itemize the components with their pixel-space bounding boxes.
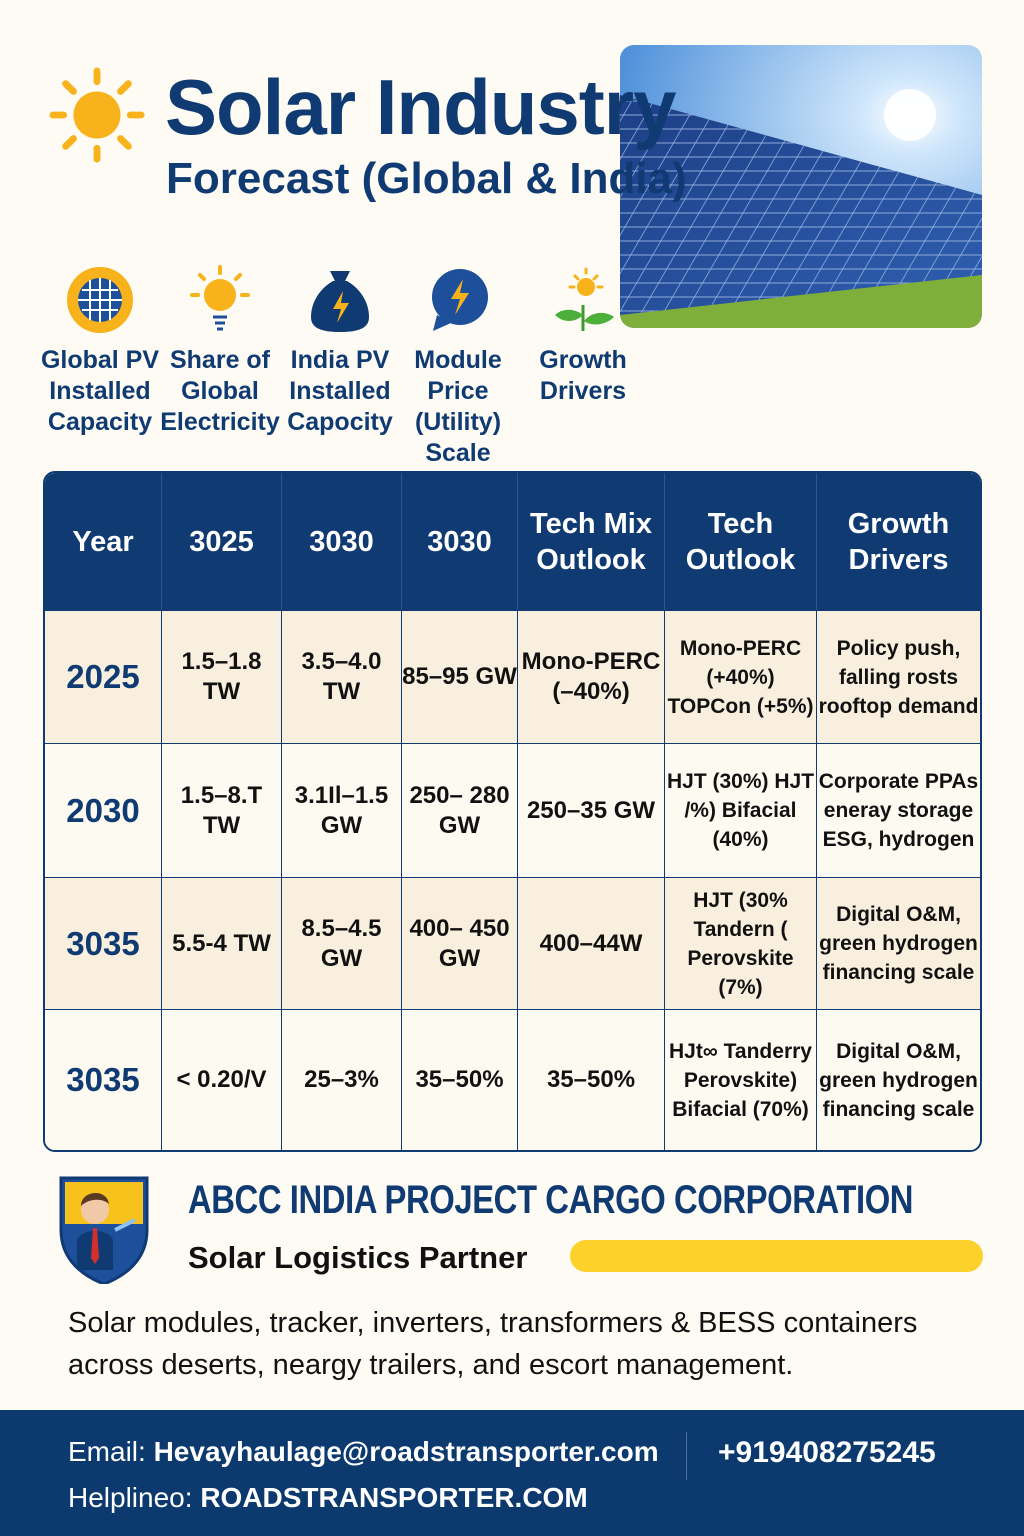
table-cell: 8.5–4.5 GW xyxy=(282,877,402,1009)
table-cell: 25–3% xyxy=(282,1009,402,1150)
page-title: Solar Industry xyxy=(165,63,676,151)
metric-module-price: Module Price (Utility) Scale xyxy=(393,265,523,469)
table-cell: 250– 280 GW xyxy=(402,743,518,877)
company-name: ABCC INDIA PROJECT CARGO CORPORATION xyxy=(188,1178,914,1222)
table-cell: Digital O&M, green hydrogen financing sc… xyxy=(817,1009,980,1150)
globe-solar-icon xyxy=(67,267,133,333)
metric-label: India PV Installed Capocity xyxy=(287,346,393,436)
forecast-table: Year 3025 3030 3030 Tech Mix Outlook Tec… xyxy=(43,471,982,1152)
table-header-row: Year 3025 3030 3030 Tech Mix Outlook Tec… xyxy=(45,473,980,610)
table-row: 2030 1.5–8.T TW 3.1Il–1.5 GW 250– 280 GW 250… xyxy=(45,743,980,877)
metric-share-electricity: Share of Global Electricity xyxy=(155,265,285,438)
table-cell: Digital O&M, green hydrogen financing sc… xyxy=(817,877,980,1009)
phone-link[interactable]: +919408275245 xyxy=(718,1436,936,1469)
metric-label: Growth Drivers xyxy=(539,346,627,405)
email-label: Email: xyxy=(68,1436,146,1467)
lightning-bubble-icon xyxy=(432,269,488,331)
company-tagline: Solar Logistics Partner xyxy=(188,1240,528,1275)
table-cell: 1.5–1.8 TW xyxy=(162,610,282,743)
year-cell: 2030 xyxy=(45,743,162,877)
metric-label: Global PV Installed Capacity xyxy=(40,346,160,436)
column-header: 3025 xyxy=(162,473,282,610)
phone-line: +919408275245 xyxy=(718,1436,936,1470)
table-cell: 5.5-4 TW xyxy=(162,877,282,1009)
column-header: 3030 xyxy=(282,473,402,610)
solar-panel-photo xyxy=(620,45,982,328)
table-cell: Mono-PERC (–40%) xyxy=(518,610,665,743)
table-cell: HJT (30% Tandern ( Perovskite (7%) xyxy=(665,877,817,1009)
table-row: 3035 5.5-4 TW 8.5–4.5 GW 400– 450 GW 400–44W… xyxy=(45,877,980,1009)
table-cell: HJT (30%) HJT /%) Bifacial (40%) xyxy=(665,743,817,877)
table-cell: < 0.20/V xyxy=(162,1009,282,1150)
table-cell: 35–50% xyxy=(518,1009,665,1150)
metric-global-pv: Global PV Installed Capacity xyxy=(35,265,165,438)
table-cell: 250–35 GW xyxy=(518,743,665,877)
sun-icon xyxy=(49,67,145,163)
email-link[interactable]: Hevayhaulage@roadstransporter.com xyxy=(153,1436,659,1467)
contact-footer: Email: Hevayhaulage@roadstransporter.com… xyxy=(0,1410,1024,1536)
table-cell: 85–95 GW xyxy=(402,610,518,743)
column-header: Tech Mix Outlook xyxy=(518,473,665,610)
email-line: Email: Hevayhaulage@roadstransporter.com xyxy=(68,1436,659,1468)
helpline-label: Helplineo: xyxy=(68,1482,193,1513)
website-link[interactable]: ROADSTRANSPORTER.COM xyxy=(200,1482,588,1513)
year-cell: 3035 xyxy=(45,877,162,1009)
table-cell: HJt∞ Tanderry Perovskite) Bifacial (70%) xyxy=(665,1009,817,1150)
table-cell: 400– 450 GW xyxy=(402,877,518,1009)
column-header: Year xyxy=(45,473,162,610)
company-description: Solar modules, tracker, inverters, trans… xyxy=(68,1307,918,1381)
money-bag-icon xyxy=(311,271,369,332)
metric-growth-drivers: Growth Drivers xyxy=(518,265,648,407)
table-cell: 3.5–4.0 TW xyxy=(282,610,402,743)
table-cell: 400–44W xyxy=(518,877,665,1009)
metric-label: Share of Global Electricity xyxy=(160,346,280,436)
year-cell: 3035 xyxy=(45,1009,162,1150)
helpline-line: Helplineo: ROADSTRANSPORTER.COM xyxy=(68,1482,588,1514)
company-logo xyxy=(59,1176,149,1284)
table-cell: 35–50% xyxy=(402,1009,518,1150)
table-cell: Corporate PPAs eneray storage ESG, hydro… xyxy=(817,743,980,877)
plant-sun-icon xyxy=(555,267,614,331)
year-cell: 2025 xyxy=(45,610,162,743)
metric-label: Module Price (Utility) Scale xyxy=(414,346,502,467)
accent-bar xyxy=(570,1240,983,1272)
table-cell: 1.5–8.T TW xyxy=(162,743,282,877)
table-row: 3035 < 0.20/V 25–3% 35–50% 35–50% HJt∞ Tander… xyxy=(45,1009,980,1150)
column-header: Growth Drivers xyxy=(817,473,980,610)
sun-icon xyxy=(190,265,250,331)
column-header: 3030 xyxy=(402,473,518,610)
column-header: Tech Outlook xyxy=(665,473,817,610)
table-cell: Mono-PERC (+40%) TOPCon (+5%) xyxy=(665,610,817,743)
table-cell: 3.1Il–1.5 GW xyxy=(282,743,402,877)
metric-india-pv: India PV Installed Capocity xyxy=(275,265,405,438)
page-subtitle: Forecast (Global & India) xyxy=(166,154,687,203)
table-row: 2025 1.5–1.8 TW 3.5–4.0 TW 85–95 GW Mono-PER… xyxy=(45,610,980,743)
divider xyxy=(686,1432,687,1480)
table-cell: Policy push, falling rosts rooftop deman… xyxy=(817,610,980,743)
